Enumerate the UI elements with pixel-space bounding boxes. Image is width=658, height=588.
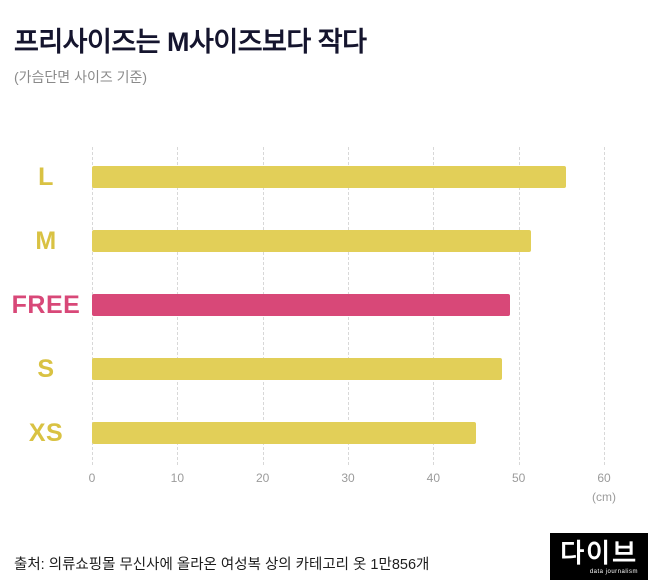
x-tick-label: 10 <box>170 471 184 485</box>
bar <box>92 358 502 380</box>
gridline <box>604 147 605 465</box>
footer: 출처: 의류쇼핑몰 무신사에 올라온 여성복 상의 카테고리 옷 1만856개 … <box>14 533 648 580</box>
bar-row: FREE <box>0 273 630 337</box>
bar-label: XS <box>28 418 64 447</box>
chart-header: 프리사이즈는 M사이즈보다 작다 (가슴단면 사이즈 기준) <box>0 0 658 87</box>
x-tick-label: 30 <box>341 471 355 485</box>
logo-name: 다이브 <box>560 538 638 568</box>
x-tick-label: 20 <box>255 471 270 485</box>
bar-label: FREE <box>11 290 81 319</box>
bar-rows: L M FREE S XS <box>0 145 630 465</box>
bar-track <box>92 358 604 380</box>
bar-label: M <box>35 226 57 255</box>
dive-logo: 다이브 data journalism <box>550 533 648 580</box>
bar-track <box>92 166 604 188</box>
source-caption: 출처: 의류쇼핑몰 무신사에 올라온 여성복 상의 카테고리 옷 1만856개 <box>14 557 430 573</box>
bar-row: XS <box>0 401 630 465</box>
x-tick-label: 40 <box>426 471 440 485</box>
x-axis: (cm) 0 10 20 30 40 50 60 <box>89 471 616 523</box>
page-subtitle: (가슴단면 사이즈 기준) <box>14 69 148 85</box>
logo-tagline: data journalism <box>589 569 638 575</box>
bar <box>92 422 476 444</box>
x-tick-label: 50 <box>511 471 526 485</box>
bar-row: L <box>0 145 630 209</box>
bar <box>92 166 566 188</box>
bar-chart: L M FREE S XS (cm) 0 10 20 30 40 50 60 <box>0 145 630 523</box>
bar <box>92 294 511 316</box>
x-axis-unit: (cm) <box>592 490 616 504</box>
bar <box>92 230 532 252</box>
bar-track <box>92 294 604 316</box>
gridline <box>518 147 520 465</box>
page-title: 프리사이즈는 M사이즈보다 작다 <box>14 27 367 57</box>
bar-label: L <box>38 162 54 191</box>
bar-row: M <box>0 209 630 273</box>
bar-row: S <box>0 337 630 401</box>
bar-track <box>92 422 604 444</box>
bar-track <box>92 230 604 252</box>
bar-label: S <box>37 354 55 383</box>
x-tick-label: 60 <box>597 471 611 485</box>
x-tick-label: 0 <box>88 471 96 485</box>
